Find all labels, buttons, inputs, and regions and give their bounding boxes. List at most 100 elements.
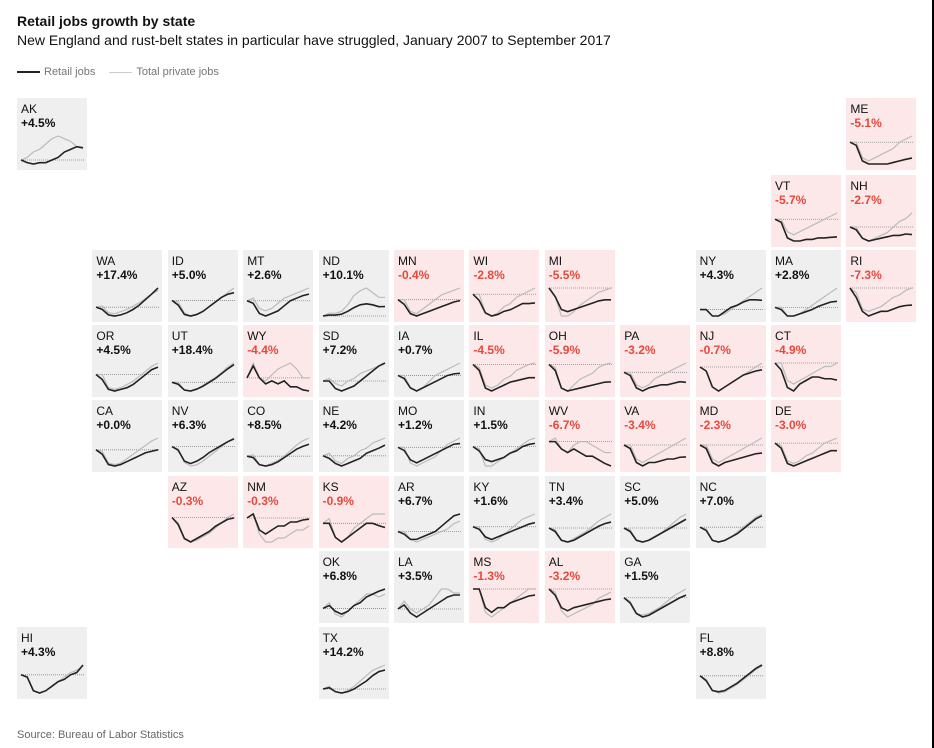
private-line	[548, 287, 611, 317]
private-line	[398, 437, 461, 467]
private-line	[246, 513, 310, 543]
state-change: +6.7%	[398, 494, 433, 508]
sparkline	[322, 588, 386, 618]
tile-nv: NV +6.3%	[167, 400, 238, 472]
tile-ms: MS -1.3%	[469, 551, 540, 623]
sparkline	[95, 437, 160, 467]
tile-wv: WV -6.7%	[544, 400, 615, 472]
sparkline	[623, 362, 688, 392]
state-code: MS	[473, 555, 492, 569]
state-code: OR	[96, 329, 115, 343]
private-line	[171, 437, 235, 467]
state-code: SC	[624, 480, 641, 494]
state-change: +7.2%	[322, 343, 357, 357]
state-change: +1.5%	[473, 418, 508, 432]
legend-swatch-retail	[17, 71, 40, 73]
state-change: +2.8%	[775, 268, 810, 282]
retail-line	[95, 366, 159, 392]
state-code: UT	[171, 329, 188, 343]
sparkline	[397, 362, 461, 392]
legend-swatch-private	[109, 71, 133, 73]
private-line	[398, 287, 461, 315]
private-line	[96, 362, 159, 390]
state-code: DE	[775, 404, 792, 418]
state-change: -0.7%	[699, 343, 731, 357]
state-code: MT	[247, 254, 265, 268]
tile-nm: NM -0.3%	[243, 476, 314, 548]
private-line	[322, 437, 385, 465]
sparkline	[397, 513, 461, 543]
state-code: NE	[322, 404, 340, 418]
state-code: MA	[775, 254, 793, 268]
sparkline	[774, 362, 838, 393]
retail-line	[623, 518, 687, 543]
state-change: -7.3%	[850, 268, 882, 282]
tile-ri: RI -7.3%	[846, 250, 917, 322]
state-change: +5.0%	[171, 268, 207, 282]
sparkline	[322, 362, 386, 392]
state-code: WV	[548, 404, 569, 418]
state-change: +5.0%	[624, 494, 659, 508]
sparkline	[246, 287, 311, 317]
retail-line	[322, 444, 385, 467]
tile-id: ID +5.0%	[167, 250, 238, 322]
retail-line	[472, 293, 536, 317]
private-line	[775, 212, 838, 236]
retail-line	[171, 438, 235, 465]
retail-line	[397, 372, 461, 392]
state-change: -0.3%	[171, 494, 204, 508]
state-code: ME	[850, 102, 869, 116]
retail-line	[95, 449, 159, 467]
state-code: CT	[775, 329, 791, 343]
chart-title: Retail jobs growth by state	[17, 13, 196, 29]
private-line	[171, 513, 235, 543]
sparkline	[548, 287, 612, 317]
state-change: +2.6%	[247, 268, 282, 282]
state-code: FL	[699, 631, 714, 645]
tile-wi: WI -2.8%	[469, 250, 540, 322]
retail-line	[472, 442, 536, 463]
sparkline	[95, 362, 160, 392]
sparkline	[548, 362, 612, 392]
state-change: -2.8%	[473, 268, 505, 282]
state-change: +8.8%	[699, 645, 734, 659]
tile-tx: TX +14.2%	[318, 627, 389, 699]
tile-la: LA +3.5%	[394, 551, 464, 623]
retail-line	[171, 363, 235, 392]
sparkline	[397, 287, 461, 317]
sparkline	[472, 362, 537, 392]
private-line	[624, 362, 687, 389]
state-change: -0.4%	[398, 268, 430, 282]
retail-line	[322, 522, 385, 544]
retail-line	[548, 287, 611, 313]
retail-line	[20, 664, 84, 694]
tile-tn: TN +3.4%	[544, 476, 615, 548]
retail-line	[774, 442, 837, 467]
retail-line	[699, 664, 762, 693]
sparkline	[699, 362, 763, 392]
retail-line	[548, 588, 611, 612]
sparkline	[171, 513, 235, 543]
retail-line	[623, 371, 687, 392]
sparkline	[623, 588, 688, 618]
state-code: WY	[247, 329, 267, 343]
tile-ga: GA +1.5%	[620, 551, 691, 623]
state-change: +3.4%	[548, 494, 584, 508]
state-code: VT	[775, 179, 791, 193]
state-code: LA	[398, 555, 413, 569]
private-line	[20, 135, 83, 161]
retail-line	[171, 516, 234, 543]
sparkline	[322, 513, 386, 544]
private-line	[473, 437, 536, 467]
tile-ok: OK +6.8%	[318, 551, 389, 623]
private-line	[624, 437, 687, 464]
sparkline	[774, 212, 838, 242]
state-change: -1.3%	[473, 569, 505, 583]
state-code: PA	[624, 329, 640, 343]
state-code: IL	[473, 329, 484, 343]
state-change: +6.3%	[171, 418, 207, 432]
retail-line	[774, 218, 838, 242]
sparkline	[171, 287, 235, 317]
state-code: SD	[322, 329, 340, 343]
state-code: OH	[548, 329, 567, 343]
